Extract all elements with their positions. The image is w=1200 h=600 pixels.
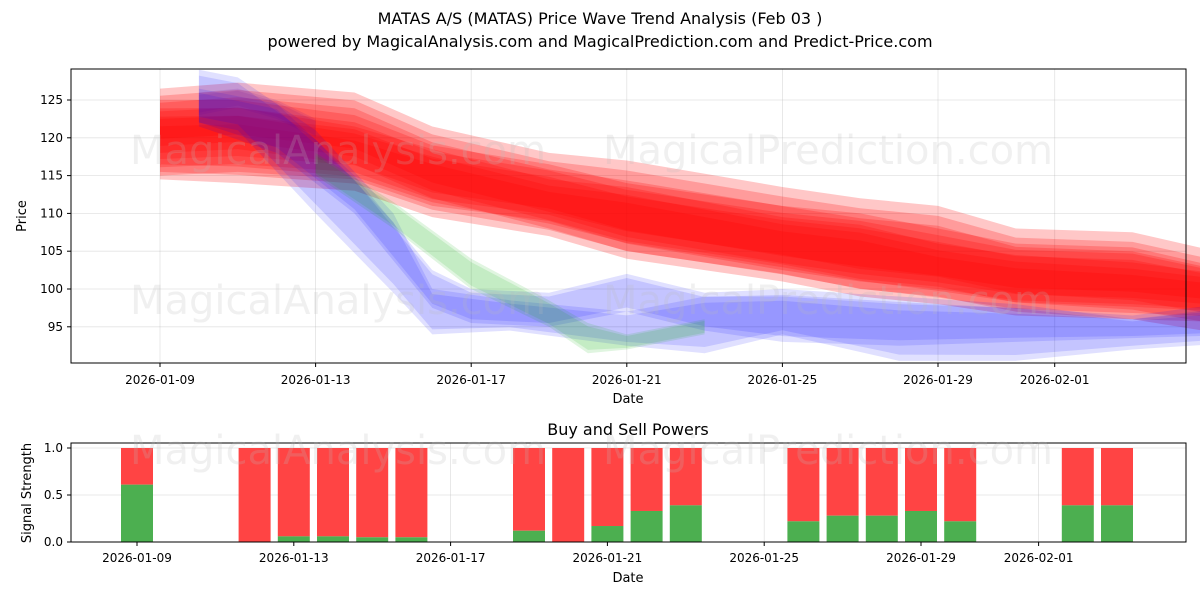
buy-power-bar bbox=[826, 515, 859, 542]
buy-power-bar bbox=[630, 510, 663, 542]
bottom-y-axis-label: Signal Strength bbox=[20, 443, 35, 543]
sell-power-bar bbox=[1101, 448, 1133, 506]
top-plot-frame bbox=[70, 68, 1187, 364]
wave-band bbox=[160, 100, 1200, 309]
y-tick-label: 0.5 bbox=[44, 488, 63, 502]
sell-power-bar bbox=[1061, 448, 1094, 506]
y-tick-label: 125 bbox=[40, 93, 63, 107]
wave-band bbox=[198, 69, 1200, 361]
top-ticks: 95 100 105 110 115 120 125 2026-01-09 2026-01-13… bbox=[40, 93, 1089, 387]
sell-power-bar bbox=[591, 448, 624, 527]
buy-power-bar bbox=[865, 515, 898, 542]
sell-power-bar bbox=[944, 448, 977, 522]
y-tick-label: 115 bbox=[40, 169, 63, 183]
buy-power-bar bbox=[905, 510, 937, 542]
wave-band bbox=[160, 124, 1200, 311]
watermark: MagicalPrediction.com bbox=[603, 128, 1053, 174]
wave-band bbox=[315, 152, 705, 354]
wave-band bbox=[160, 82, 1200, 331]
buy-power-bar bbox=[121, 484, 153, 542]
wave-band bbox=[160, 97, 1200, 313]
sell-power-bar bbox=[552, 448, 585, 542]
wave-band bbox=[198, 90, 316, 136]
buy-power-bar bbox=[669, 505, 702, 542]
buy-power-bar bbox=[944, 521, 977, 542]
wave-band bbox=[160, 107, 1200, 304]
watermark: MagicalAnalysis.com bbox=[130, 278, 546, 324]
sell-power-bar bbox=[905, 448, 937, 511]
wave-band bbox=[198, 88, 316, 138]
chart-title: MATAS A/S (MATAS) Price Wave Trend Analy… bbox=[377, 9, 823, 28]
x-tick-label: 2026-01-29 bbox=[903, 373, 973, 387]
sell-power-bar bbox=[826, 448, 859, 516]
bottom-plot-frame bbox=[70, 442, 1187, 543]
sell-power-bar bbox=[787, 448, 820, 522]
sell-power-bar bbox=[669, 448, 702, 506]
buy-power-bar bbox=[356, 537, 389, 542]
y-tick-label: 110 bbox=[40, 206, 63, 220]
y-tick-label: 105 bbox=[40, 244, 63, 258]
y-tick-label: 120 bbox=[40, 131, 63, 145]
top-y-axis-label: Price bbox=[15, 200, 30, 232]
x-tick-label: 2026-01-13 bbox=[259, 551, 329, 565]
x-tick-label: 2026-01-17 bbox=[436, 373, 506, 387]
watermark: MagicalPrediction.com bbox=[603, 278, 1053, 324]
sell-power-bar bbox=[121, 448, 153, 485]
y-tick-label: 95 bbox=[48, 320, 63, 334]
sell-power-bar bbox=[865, 448, 898, 516]
watermark: MagicalPrediction.com bbox=[603, 428, 1053, 474]
sell-power-bar bbox=[317, 448, 349, 537]
sell-power-bar bbox=[395, 448, 428, 538]
bottom-chart-title: Buy and Sell Powers bbox=[547, 420, 709, 439]
wave-band bbox=[160, 115, 1200, 299]
buy-power-bar bbox=[1101, 505, 1133, 542]
x-tick-label: 2026-01-21 bbox=[592, 373, 662, 387]
buy-power-bar bbox=[277, 536, 310, 542]
sell-power-bar bbox=[630, 448, 663, 511]
sell-power-bar bbox=[238, 448, 271, 542]
buy-power-bar bbox=[1061, 505, 1094, 542]
wave-band bbox=[315, 155, 705, 350]
wave-band bbox=[198, 75, 1200, 355]
sell-power-bar bbox=[513, 448, 545, 531]
y-tick-label: 100 bbox=[40, 282, 63, 296]
sell-power-bar bbox=[277, 448, 310, 537]
wave-band bbox=[160, 115, 1200, 316]
buy-sell-bars bbox=[121, 448, 1133, 542]
chart-subtitle: powered by MagicalAnalysis.com and Magic… bbox=[267, 32, 933, 51]
x-tick-label: 2026-02-01 bbox=[1004, 551, 1074, 565]
bottom-ticks: 0.0 0.5 1.0 2026-01-09 2026-01-13 2026-01-17 2… bbox=[44, 441, 1074, 565]
wave-band bbox=[160, 107, 1200, 322]
buy-power-bar bbox=[787, 521, 820, 542]
x-tick-label: 2026-01-25 bbox=[748, 373, 818, 387]
x-tick-label: 2026-01-29 bbox=[886, 551, 956, 565]
bottom-x-axis-label: Date bbox=[612, 571, 643, 586]
x-tick-label: 2026-01-21 bbox=[573, 551, 643, 565]
y-tick-label: 0.0 bbox=[44, 535, 63, 549]
x-tick-label: 2026-01-13 bbox=[281, 373, 351, 387]
wave-band bbox=[160, 89, 1200, 322]
wave-band bbox=[198, 88, 1200, 346]
y-tick-label: 1.0 bbox=[44, 441, 63, 455]
x-tick-label: 2026-01-09 bbox=[102, 551, 172, 565]
sell-power-bar bbox=[356, 448, 389, 538]
x-tick-label: 2026-02-01 bbox=[1020, 373, 1090, 387]
x-tick-label: 2026-01-17 bbox=[416, 551, 486, 565]
watermark: MagicalAnalysis.com bbox=[130, 428, 546, 474]
price-wave-bands bbox=[160, 69, 1200, 361]
watermark: MagicalAnalysis.com bbox=[130, 128, 546, 174]
top-grid bbox=[71, 69, 1186, 363]
x-tick-label: 2026-01-09 bbox=[125, 373, 195, 387]
buy-power-bar bbox=[591, 526, 624, 542]
buy-power-bar bbox=[513, 530, 545, 542]
buy-power-bar bbox=[317, 536, 349, 542]
x-tick-label: 2026-01-25 bbox=[729, 551, 799, 565]
top-x-axis-label: Date bbox=[612, 392, 643, 407]
buy-power-bar bbox=[395, 537, 428, 542]
